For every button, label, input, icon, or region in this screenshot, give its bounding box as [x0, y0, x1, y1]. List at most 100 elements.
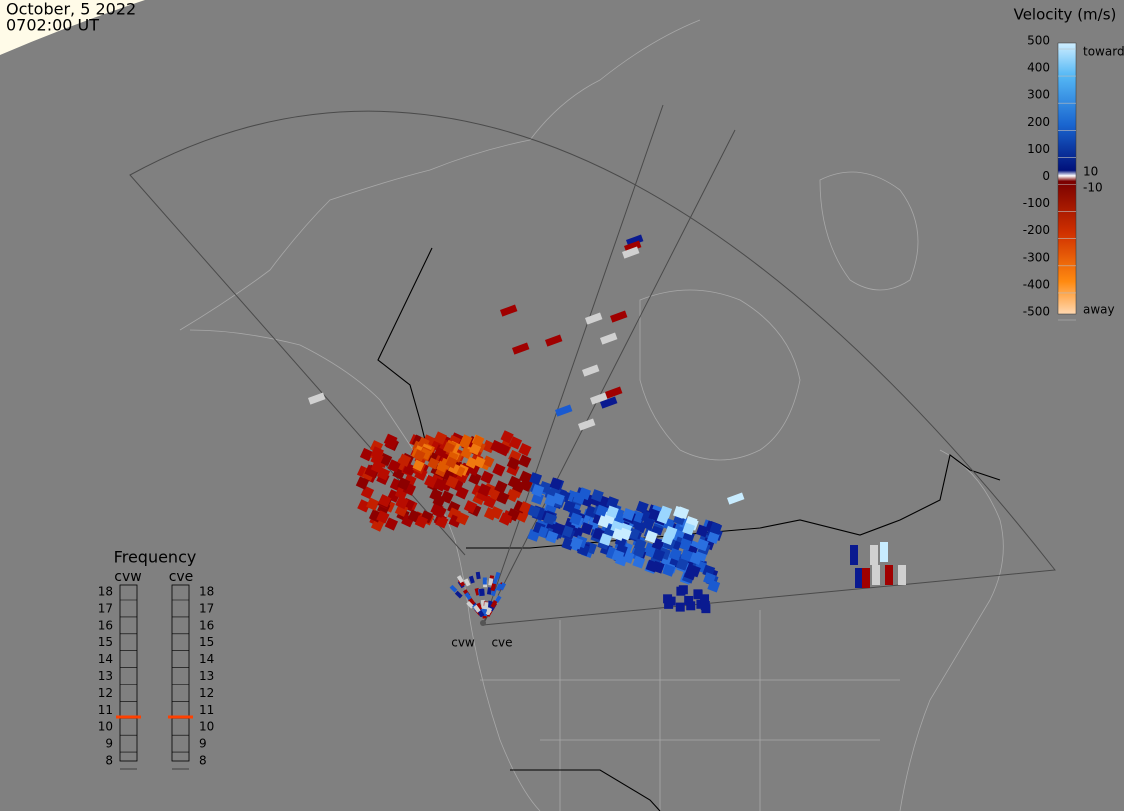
radar-cell	[683, 567, 697, 581]
radar-cells	[308, 234, 906, 619]
radar-cell	[490, 588, 497, 597]
field-of-view	[129, 104, 1056, 626]
colorbar-tick-label: 200	[1027, 115, 1050, 129]
radar-cell	[473, 456, 486, 469]
colorbar-tick-label: 0	[1042, 169, 1050, 183]
radar-cell	[610, 310, 628, 323]
colorbar-tick-label: 500	[1027, 34, 1050, 48]
radar-cell	[582, 364, 600, 377]
frequency-tick-label: 10	[98, 720, 113, 734]
colorbar-tick-label: -300	[1023, 250, 1050, 264]
site-label: cve	[491, 636, 512, 650]
radar-cell	[518, 442, 532, 457]
radar-cell	[872, 565, 880, 585]
radar-cell	[644, 530, 658, 544]
radar-cell	[487, 600, 494, 609]
radar-cell	[466, 600, 475, 609]
radar-cell	[678, 537, 692, 551]
radar-cell	[494, 571, 501, 580]
radar-cell	[585, 312, 603, 325]
radar-cell	[663, 594, 673, 604]
radar-cell	[482, 439, 496, 454]
radar-cell	[480, 470, 494, 484]
frequency-tick-label: 8	[199, 754, 207, 768]
radar-cell	[862, 568, 870, 588]
radar-cell	[359, 447, 374, 462]
radar-cell	[468, 471, 482, 486]
radar-cell	[460, 447, 473, 460]
radar-cell	[397, 477, 411, 491]
radar-cell	[632, 555, 646, 569]
radar-cell	[482, 455, 495, 468]
radar-cell	[531, 484, 545, 497]
colorbar-tick-label: -400	[1023, 277, 1050, 291]
radar-cell	[584, 505, 598, 519]
radar-cell	[545, 334, 563, 347]
radar-cell	[500, 304, 518, 317]
radar-cell	[490, 599, 498, 609]
radar-cell	[472, 434, 485, 447]
radar-cell	[680, 549, 694, 562]
radar-cell	[384, 517, 399, 531]
radar-cell	[432, 504, 446, 518]
radar-cell	[473, 604, 481, 613]
radar-cell	[624, 240, 642, 253]
colorbar-tick-label: -500	[1023, 305, 1050, 319]
colorbar-inner-label: 10	[1083, 165, 1098, 179]
radar-cell	[496, 443, 511, 457]
radar-cell	[357, 499, 371, 513]
borders	[377, 247, 1001, 811]
radar-cell	[482, 577, 487, 585]
radar-cell	[622, 246, 640, 259]
frequency-tick-label: 9	[105, 737, 113, 751]
frequency-tick-label: 9	[199, 737, 207, 751]
frequency-tick-label: 16	[98, 618, 113, 632]
frequency-tick-label: 11	[199, 703, 214, 717]
radar-cell	[545, 530, 559, 544]
radar-cell	[527, 504, 541, 518]
radar-cell	[543, 512, 556, 526]
radar-cell	[433, 478, 447, 492]
daylight-region	[0, 0, 145, 55]
radar-cell	[590, 392, 608, 405]
colorbar-tick-label: -100	[1023, 196, 1050, 210]
radar-cell	[454, 590, 463, 599]
radar-cell	[455, 486, 469, 500]
frequency-tick-label: 16	[199, 618, 214, 632]
radar-cell	[695, 524, 709, 538]
radar-cell	[626, 234, 644, 247]
radar-name: cvw	[114, 569, 141, 585]
radar-cell	[456, 575, 464, 584]
radar-cell	[570, 536, 583, 550]
frequency-tick-label: 13	[199, 669, 214, 683]
radar-cell	[898, 565, 906, 585]
site-label: cvw	[451, 636, 475, 650]
radar-cell	[508, 436, 523, 450]
colorbar-end-label: toward	[1083, 45, 1124, 59]
radar-cell	[370, 446, 384, 460]
radar-cell	[435, 515, 449, 529]
frequency-tick-label: 8	[105, 754, 113, 768]
radar-cell	[463, 500, 478, 514]
site-marker	[480, 620, 486, 626]
radar-cell	[455, 512, 470, 526]
frequency-tick-label: 17	[199, 601, 214, 615]
radar-cell	[529, 472, 543, 485]
radar-cell	[675, 557, 689, 571]
radar-cell	[370, 518, 385, 532]
radar-cell	[463, 578, 471, 587]
frequency-tick-label: 14	[98, 652, 113, 666]
radar-cell	[492, 463, 506, 477]
frequency-tick-label: 10	[199, 720, 214, 734]
radar-cell	[599, 533, 613, 546]
radar-cell	[572, 491, 586, 505]
radar-cell	[458, 437, 471, 449]
radar-cell	[580, 522, 594, 535]
frequency-tick-label: 13	[98, 669, 113, 683]
radar-cell	[600, 396, 618, 409]
frequency-tick-label: 18	[199, 585, 214, 599]
radar-cell	[600, 332, 618, 345]
radar-cell	[384, 433, 398, 448]
date: October, 5 2022	[6, 0, 136, 19]
